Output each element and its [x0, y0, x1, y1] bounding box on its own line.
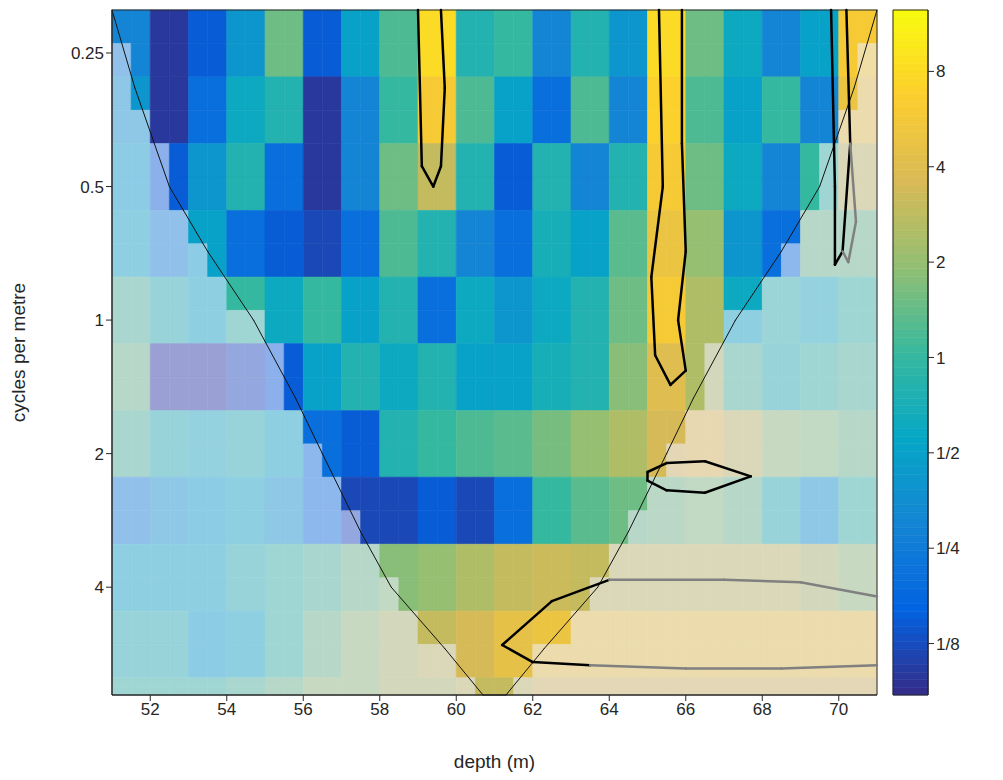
svg-text:56: 56 — [294, 700, 313, 719]
svg-text:70: 70 — [829, 700, 848, 719]
svg-text:cycles per metre: cycles per metre — [8, 283, 29, 422]
svg-text:1: 1 — [936, 349, 945, 368]
svg-text:0.5: 0.5 — [80, 178, 104, 197]
svg-text:62: 62 — [523, 700, 542, 719]
svg-text:64: 64 — [600, 700, 619, 719]
svg-text:68: 68 — [753, 700, 772, 719]
svg-text:54: 54 — [217, 700, 236, 719]
svg-text:1/2: 1/2 — [936, 444, 960, 463]
svg-text:52: 52 — [141, 700, 160, 719]
svg-text:depth (m): depth (m) — [454, 751, 535, 772]
svg-text:60: 60 — [447, 700, 466, 719]
svg-text:1: 1 — [95, 311, 104, 330]
svg-text:58: 58 — [370, 700, 389, 719]
svg-text:1/8: 1/8 — [936, 635, 960, 654]
svg-text:4: 4 — [936, 158, 945, 177]
svg-text:8: 8 — [936, 62, 945, 81]
svg-text:2: 2 — [95, 445, 104, 464]
svg-text:66: 66 — [676, 700, 695, 719]
svg-text:4: 4 — [95, 578, 104, 597]
svg-text:1/4: 1/4 — [936, 539, 960, 558]
svg-text:0.25: 0.25 — [71, 44, 104, 63]
svg-text:2: 2 — [936, 253, 945, 272]
